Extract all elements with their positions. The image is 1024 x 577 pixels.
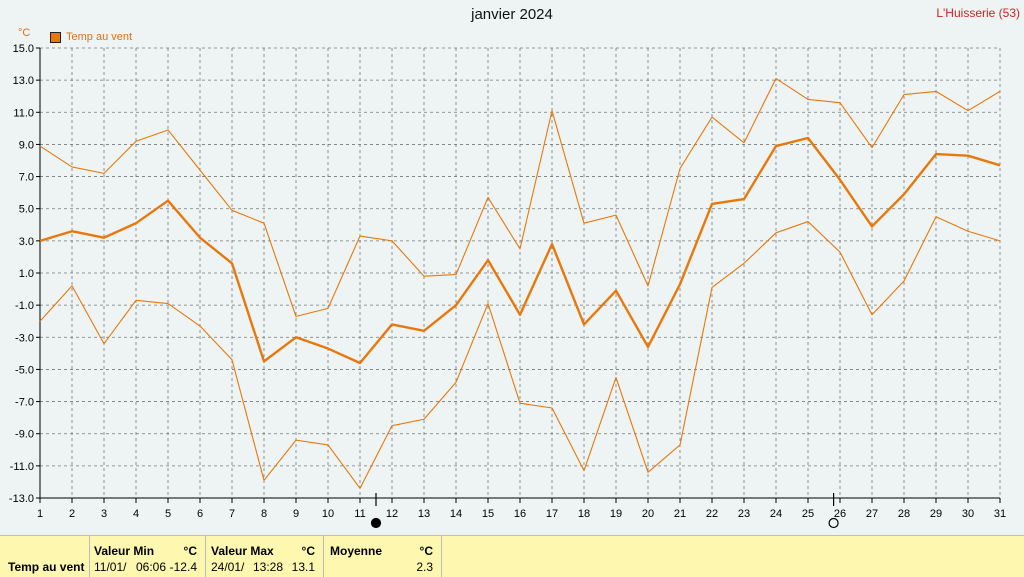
stats-max-value: 13.1	[291, 560, 315, 574]
stats-avg-cell: Moyenne °C 2.3	[324, 536, 442, 577]
x-tick-label: 30	[962, 508, 974, 520]
full-moon-icon	[828, 517, 839, 529]
legend-swatch	[50, 31, 61, 43]
x-tick-label: 9	[293, 508, 299, 520]
x-tick-label: 2	[69, 508, 75, 520]
y-tick-label: 5.0	[19, 204, 34, 216]
y-tick-label: 15.0	[13, 43, 34, 55]
legend-label: Temp au vent	[66, 31, 133, 43]
x-tick-label: 17	[546, 508, 558, 520]
x-tick-label: 14	[450, 508, 462, 520]
y-tick-label: -3.0	[15, 332, 34, 344]
legend: Temp au vent	[50, 31, 132, 43]
x-tick-label: 24	[770, 508, 782, 520]
x-tick-label: 16	[514, 508, 526, 520]
x-tick-label: 20	[642, 508, 654, 520]
x-tick-label: 28	[898, 508, 910, 520]
x-tick-label: 26	[834, 508, 846, 520]
temperature-chart: 15.0 13.0 11.0 9.0 7.0 5.0 3.0 1.0 -1.0 -3.0 -5.0 -…	[9, 43, 1006, 529]
series-line-avg	[39, 136, 1001, 365]
y-tick-label: 11.0	[13, 107, 34, 119]
x-tick-label: 18	[578, 508, 590, 520]
x-tick-label: 13	[418, 508, 430, 520]
x-tick-label: 11	[354, 508, 365, 520]
y-tick-label: -7.0	[15, 397, 34, 409]
stats-min-date: 11/01/	[94, 560, 127, 574]
y-tick-label: -1.0	[15, 300, 34, 312]
stats-max-header: Valeur Max	[211, 544, 274, 558]
stats-max-time: 13:28	[253, 560, 284, 574]
stats-avg-unit: °C	[419, 544, 433, 558]
x-tick-label: 7	[229, 508, 235, 520]
x-tick-label: 22	[706, 508, 718, 520]
stats-min-header: Valeur Min	[94, 544, 155, 558]
y-tick-label: -9.0	[15, 429, 34, 441]
x-tick-label: 8	[261, 508, 267, 520]
y-tick-label: 13.0	[13, 75, 34, 87]
chart-title: janvier 2024	[471, 6, 553, 23]
stats-min-cell: Valeur Min °C 11/01/ 06:06 -12.4	[90, 536, 206, 577]
x-tick-label: 31	[994, 508, 1006, 520]
x-tick-label: 6	[197, 508, 203, 520]
stats-max-cell: Valeur Max °C 24/01/ 13:28 13.1	[206, 536, 324, 577]
x-tick-label: 23	[738, 508, 750, 520]
stats-min-time: 06:06	[136, 560, 167, 574]
new-moon-icon	[370, 517, 382, 529]
y-tick-label: -5.0	[15, 364, 34, 376]
y-tick-label: 7.0	[19, 172, 34, 184]
x-tick-label: 25	[802, 508, 814, 520]
stats-max-unit: °C	[301, 544, 315, 558]
x-tick-label: 12	[386, 508, 398, 520]
y-tick-label: 9.0	[19, 139, 34, 151]
stats-row-label: Temp au vent	[8, 560, 85, 574]
y-tick-label: 3.0	[19, 236, 34, 248]
x-tick-label: 3	[101, 508, 107, 520]
x-tick-label: 29	[930, 508, 942, 520]
x-tick-label: 21	[674, 508, 686, 520]
stats-row-label-cell: Temp au vent	[0, 536, 90, 577]
x-tick-label: 27	[866, 508, 878, 520]
stats-avg-value: 2.3	[416, 560, 433, 574]
series-line-max	[39, 77, 1001, 317]
stats-max-date: 24/01/	[211, 560, 245, 574]
stats-panel: Temp au vent Valeur Min °C 11/01/ 06:06 …	[0, 535, 1024, 577]
y-tick-label: 1.0	[19, 268, 34, 280]
station-name: L'Huisserie (53)	[936, 6, 1020, 20]
stats-min-unit: °C	[183, 544, 197, 558]
x-tick-label: 5	[165, 508, 171, 520]
stats-min-value: -12.4	[169, 560, 197, 574]
x-tick-label: 10	[322, 508, 334, 520]
y-tick-label: -13.0	[9, 493, 34, 505]
y-tick-label: -11.0	[10, 461, 34, 473]
y-axis-unit: °C	[18, 27, 31, 39]
x-tick-label: 19	[610, 508, 622, 520]
series-line-min	[39, 216, 1001, 489]
stats-avg-header: Moyenne	[330, 544, 383, 558]
x-tick-label: 1	[37, 508, 43, 520]
stats-empty-area	[442, 536, 1024, 577]
x-tick-label: 15	[482, 508, 494, 520]
x-tick-label: 4	[133, 508, 139, 520]
